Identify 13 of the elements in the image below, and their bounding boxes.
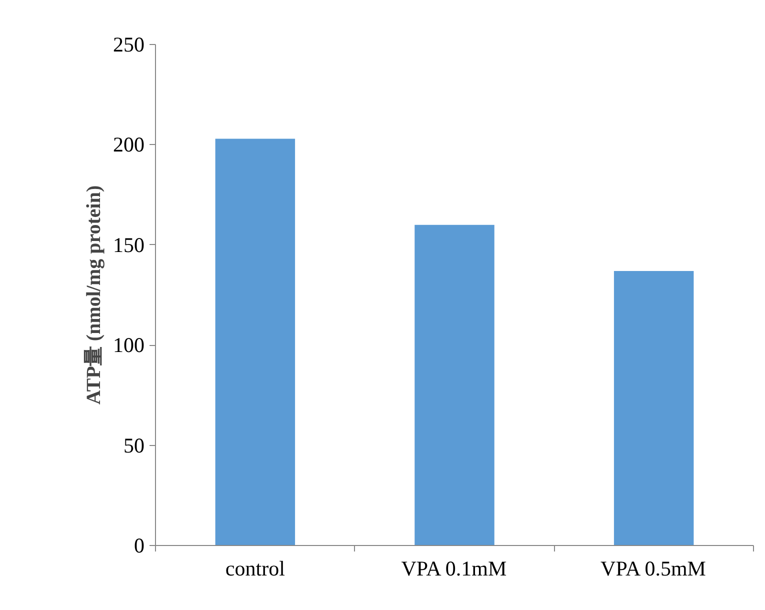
y-axis-title: ATP量 (nmol/mg protein) — [83, 185, 105, 405]
y-tick-label: 150 — [113, 232, 144, 257]
bar — [614, 270, 694, 546]
bar — [215, 138, 296, 546]
y-tick-label: 250 — [113, 32, 144, 56]
x-tick-label: VPA 0.5mM — [600, 556, 706, 580]
y-tick-label: 200 — [113, 132, 144, 157]
y-tick-label: 100 — [113, 333, 144, 358]
y-tick-label: 0 — [134, 534, 144, 558]
x-tick-label: control — [225, 556, 286, 580]
bar — [414, 224, 494, 546]
y-tick-label: 50 — [124, 433, 144, 458]
x-tick-label: VPA 0.1mM — [401, 556, 507, 580]
